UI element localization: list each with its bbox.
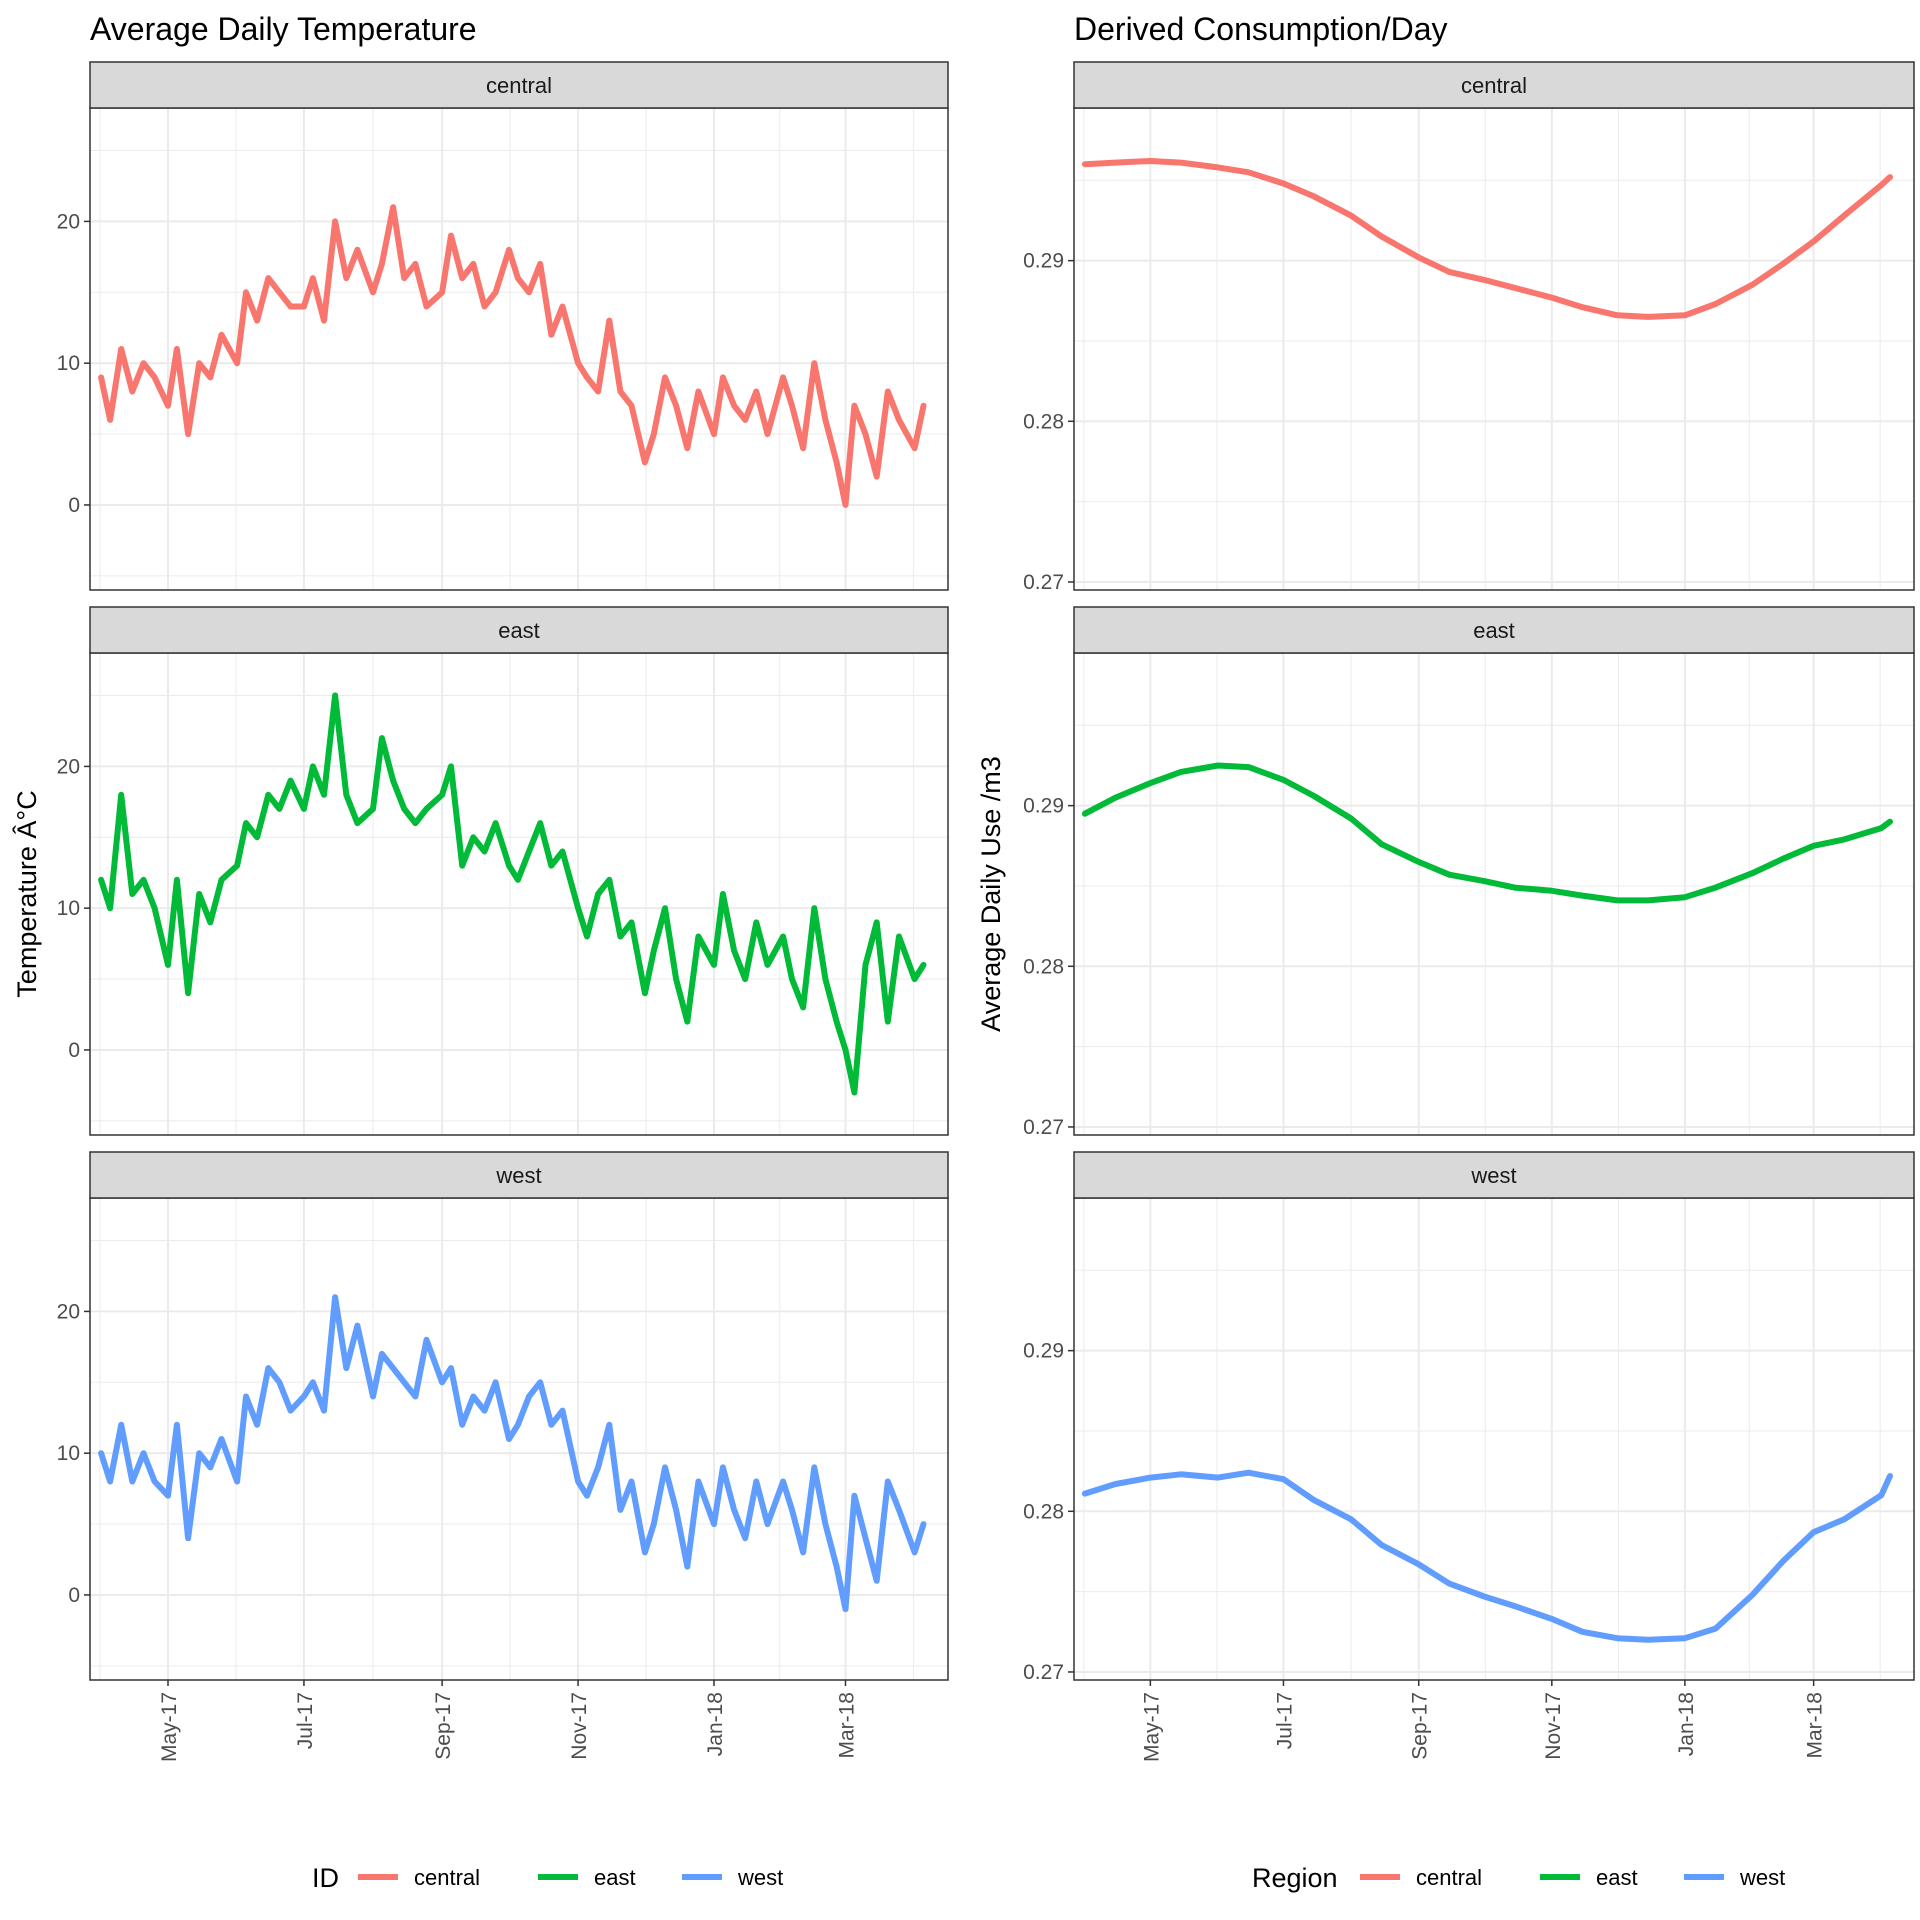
legend-label-central: central	[1416, 1865, 1482, 1890]
legend-label-west: west	[1739, 1865, 1785, 1890]
y-tick-label: 0.29	[1023, 250, 1064, 273]
facet-strip	[1073, 61, 1915, 109]
x-tick-label: Jan-18	[704, 1692, 727, 1756]
facet-panel-west: 0.27 0.28 0.29 west May-17 Jul-17 Sep-17 Nov-17…	[1023, 1151, 1915, 1762]
y-tick-label: 0	[68, 1584, 80, 1607]
legend-label-east: east	[1596, 1865, 1638, 1890]
facet-panel-central: 0.27 0.28 0.29 central	[1023, 61, 1915, 594]
x-tick-label: Jan-18	[1675, 1692, 1698, 1756]
facet-strip	[1073, 606, 1915, 654]
facet-strip-label: west	[495, 1163, 541, 1188]
legend-label-west: west	[737, 1865, 783, 1890]
x-tick-label: Sep-17	[1409, 1692, 1432, 1760]
y-axis-title: Temperature Â°C	[11, 790, 42, 997]
x-tick-label: Jul-17	[294, 1692, 317, 1749]
legend: ID central east west	[312, 1863, 783, 1893]
y-tick-label: 0.29	[1023, 1340, 1064, 1363]
y-tick-label: 20	[57, 210, 80, 233]
y-tick-label: 10	[57, 1442, 80, 1465]
facet-strip	[89, 606, 949, 654]
y-axis-title: Average Daily Use /m3	[976, 756, 1006, 1032]
legend-label-east: east	[594, 1865, 636, 1890]
y-tick-label: 0.28	[1023, 1500, 1064, 1523]
y-tick-label: 10	[57, 897, 80, 920]
series-line-west	[98, 1294, 927, 1613]
y-tick-label: 0.29	[1023, 795, 1064, 818]
legend-label-central: central	[414, 1865, 480, 1890]
x-tick-label: May-17	[1140, 1692, 1163, 1762]
series-line-west	[1081, 1469, 1893, 1643]
x-tick-label: Mar-18	[835, 1692, 858, 1759]
panel-background	[90, 108, 948, 590]
panel-background	[90, 1198, 948, 1680]
panel-background	[1074, 108, 1914, 590]
series-line-east	[1081, 762, 1893, 904]
x-tick-label: Nov-17	[568, 1692, 591, 1760]
facet-strip	[1073, 1151, 1915, 1199]
y-tick-label: 0.28	[1023, 955, 1064, 978]
legend: Region central east west	[1252, 1863, 1785, 1893]
series-line-central	[98, 204, 927, 508]
panel-background	[90, 653, 948, 1135]
panel-background	[1074, 653, 1914, 1135]
y-tick-label: 10	[57, 352, 80, 375]
legend-title: Region	[1252, 1863, 1338, 1893]
facet-panel-east: 0 10 20 east	[57, 606, 949, 1136]
facet-panel-west: 0 10 20 west May-17 Jul-17 Sep-17 Nov-17 Jan-18 M…	[57, 1151, 949, 1762]
facet-strip-label: west	[1470, 1163, 1516, 1188]
y-tick-label: 0	[68, 1039, 80, 1062]
facet-strip-label: east	[1473, 618, 1515, 643]
series-line-east	[98, 692, 927, 1096]
chart-title: Derived Consumption/Day	[1074, 11, 1448, 47]
facet-panel-east: 0.27 0.28 0.29 east	[1023, 606, 1915, 1139]
facet-strip	[89, 61, 949, 109]
y-tick-label: 0.27	[1023, 1661, 1064, 1684]
x-tick-label: Sep-17	[432, 1692, 455, 1760]
y-tick-label: 20	[57, 1300, 80, 1323]
y-tick-label: 0.27	[1023, 571, 1064, 594]
y-tick-label: 0	[68, 494, 80, 517]
x-tick-label: Mar-18	[1804, 1692, 1827, 1759]
x-tick-label: Jul-17	[1273, 1692, 1296, 1749]
facet-strip-label: central	[486, 73, 552, 98]
facet-strip-label: central	[1461, 73, 1527, 98]
y-tick-label: 0.27	[1023, 1116, 1064, 1139]
legend-title: ID	[312, 1863, 339, 1893]
x-tick-label: May-17	[158, 1692, 181, 1762]
x-tick-label: Nov-17	[1542, 1692, 1565, 1760]
y-tick-label: 20	[57, 755, 80, 778]
facet-panel-central: 0 10 20 central	[57, 61, 949, 591]
series-line-central	[1081, 158, 1893, 320]
facet-strip-label: east	[498, 618, 540, 643]
y-tick-label: 0.28	[1023, 410, 1064, 433]
facet-strip	[89, 1151, 949, 1199]
chart-title: Average Daily Temperature	[90, 11, 477, 47]
